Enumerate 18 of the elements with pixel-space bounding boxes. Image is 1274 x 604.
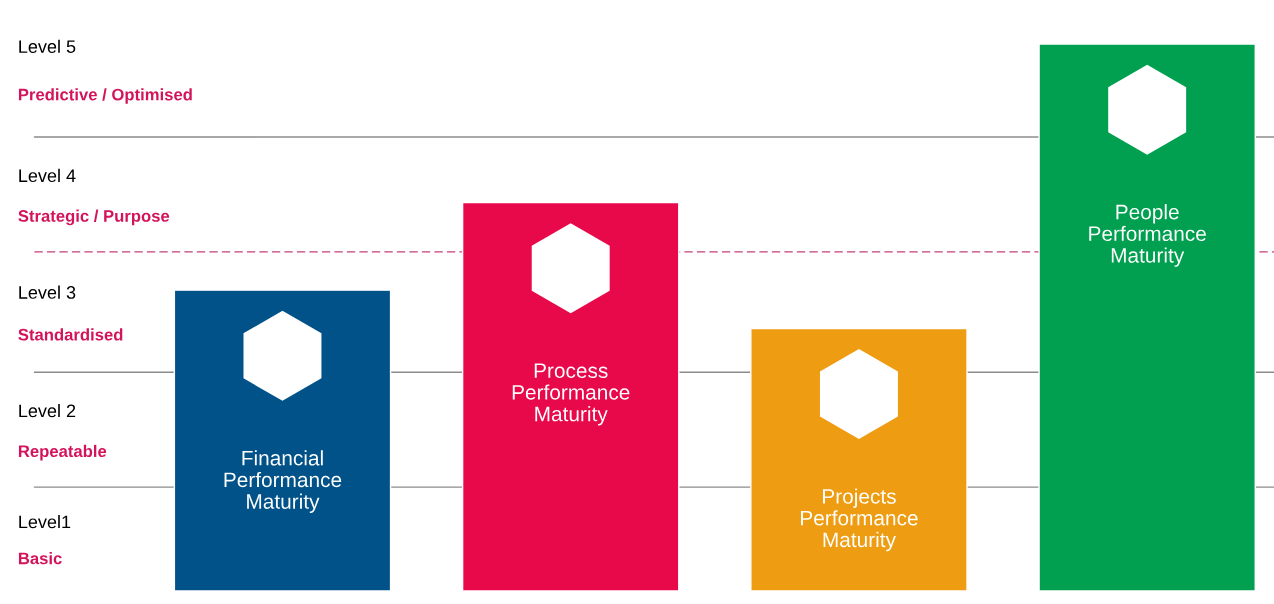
x-tick-label: People Performance Maturity [1089,204,1206,267]
annotation: Basic [18,552,62,565]
bar [750,327,968,591]
annotation: Predictive / Optimised [18,88,192,104]
annotation: Level1 [19,515,71,529]
bar [173,289,392,591]
annotation: Level 3 [19,285,76,299]
x-tick-label: Financial Performance Maturity [224,450,342,513]
annotation: Standardised [18,328,123,341]
annotation: Strategic / Purpose [18,209,170,226]
annotation: Level 4 [19,168,76,183]
annotation: Level 5 [19,39,76,53]
bar [1038,43,1256,591]
x-tick-label: Projects Performance Maturity [801,488,918,552]
bar [461,201,680,591]
annotation: Level 2 [19,404,76,418]
x-tick-label: Process Performance Maturity [512,363,630,426]
annotation: Repeatable [18,444,107,461]
